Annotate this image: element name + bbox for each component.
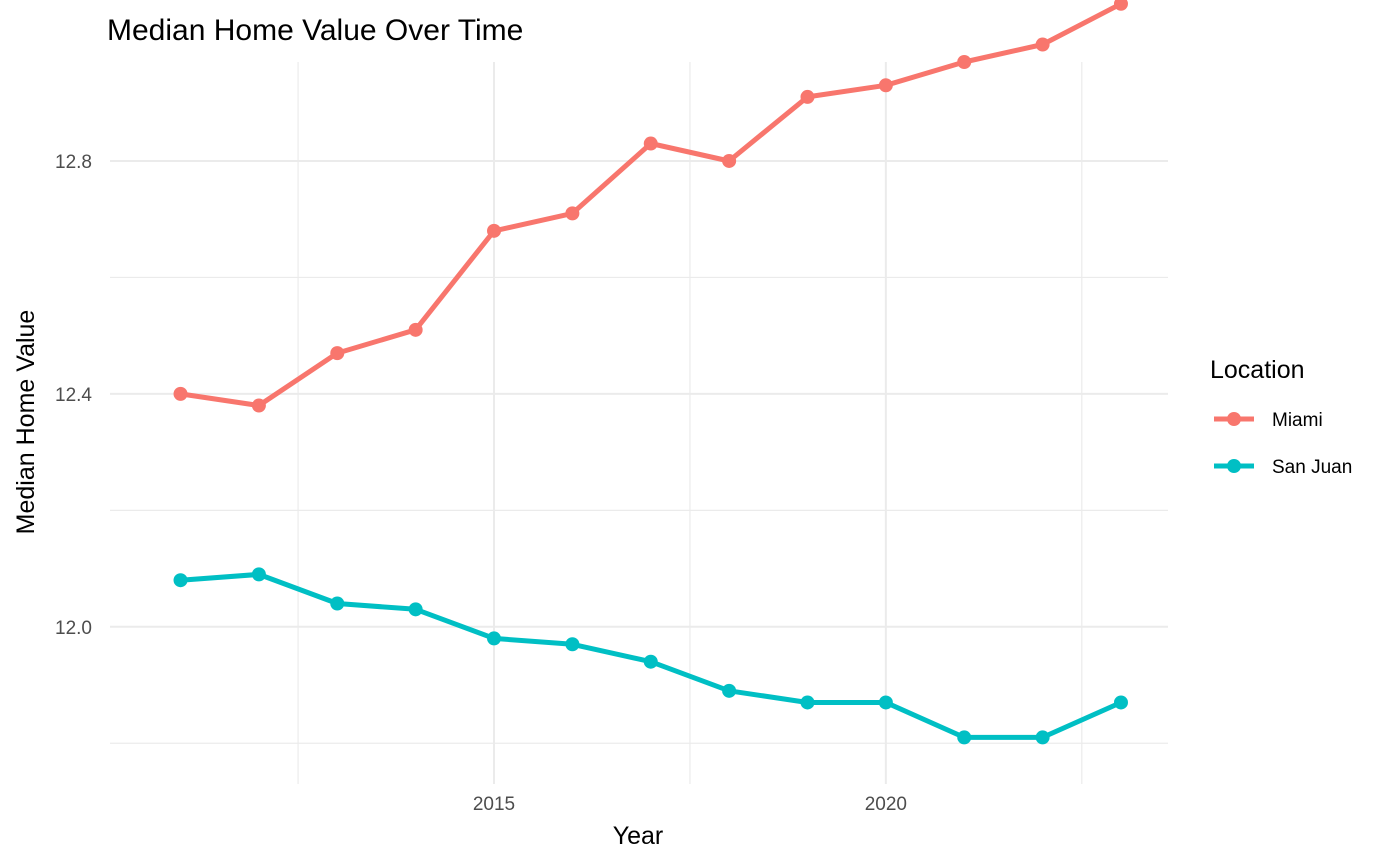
x-tick-label: 2015	[473, 794, 515, 815]
data-point-san-juan	[1035, 730, 1050, 745]
data-point-san-juan	[565, 637, 580, 652]
chart-title: Median Home Value Over Time	[107, 14, 523, 47]
grid	[110, 62, 1168, 784]
data-point-miami	[1035, 37, 1050, 52]
data-point-san-juan	[800, 695, 815, 710]
legend: Location Miami San Juan	[1210, 356, 1352, 478]
y-axis-title: Median Home Value	[12, 310, 40, 535]
data-point-miami	[800, 89, 815, 104]
data-point-san-juan	[878, 695, 893, 710]
data-point-miami	[722, 153, 737, 168]
legend-title: Location	[1210, 356, 1305, 384]
data-point-miami	[1113, 0, 1128, 11]
data-point-san-juan	[173, 573, 188, 588]
x-tick-label: 2020	[865, 794, 907, 815]
data-point-san-juan	[1113, 695, 1128, 710]
x-axis-title: Year	[613, 822, 664, 850]
legend-label: Miami	[1272, 410, 1323, 431]
data-point-miami	[251, 398, 266, 413]
data-point-san-juan	[330, 596, 345, 611]
legend-key-point	[1227, 412, 1241, 426]
legend-items: Miami San Juan	[1214, 410, 1352, 478]
data-point-miami	[487, 223, 502, 238]
y-tick-label: 12.0	[55, 618, 92, 639]
data-point-miami	[565, 206, 580, 221]
data-point-miami	[878, 78, 893, 93]
data-point-miami	[643, 136, 658, 151]
y-tick-label: 12.4	[55, 385, 92, 406]
data-point-san-juan	[722, 683, 737, 698]
data-point-san-juan	[408, 602, 423, 617]
legend-label: San Juan	[1272, 457, 1352, 478]
legend-key-point	[1227, 459, 1241, 473]
data-point-san-juan	[643, 654, 658, 669]
data-point-san-juan	[251, 567, 266, 582]
y-tick-label: 12.8	[55, 152, 92, 173]
data-point-san-juan	[487, 631, 502, 646]
data-point-miami	[957, 55, 972, 69]
data-point-san-juan	[957, 730, 972, 745]
x-axis-ticks: 2015 2020	[473, 794, 907, 815]
data-point-miami	[330, 346, 345, 361]
data-point-miami	[408, 322, 423, 337]
series-points	[173, 0, 1128, 745]
data-point-miami	[173, 386, 188, 401]
series-line-miami	[178, 1, 1124, 408]
y-axis-ticks: 12.0 12.4 12.8	[55, 152, 92, 639]
